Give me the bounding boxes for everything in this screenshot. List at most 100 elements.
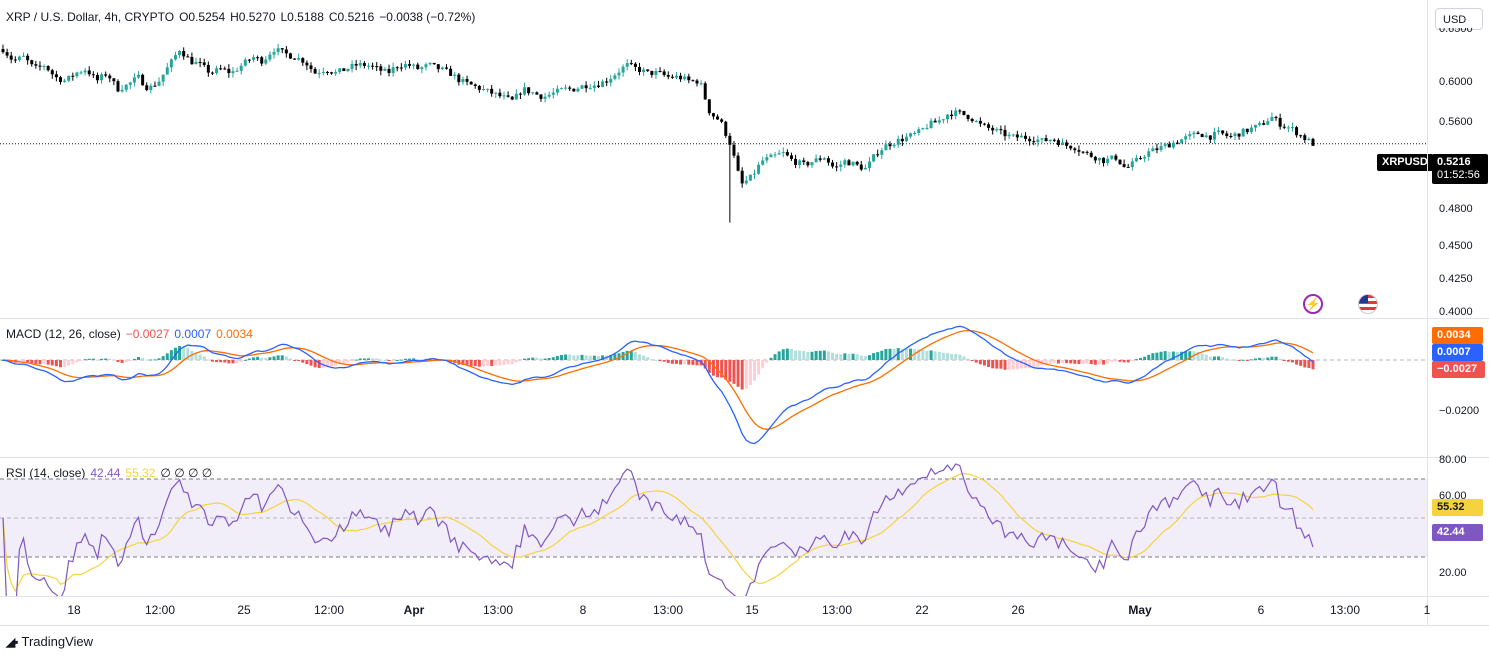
- candle-body: [325, 71, 329, 73]
- candle-body: [707, 99, 711, 114]
- macd-histogram-bar: [777, 351, 781, 360]
- candle-body: [399, 67, 403, 69]
- macd-histogram-bar: [412, 358, 416, 360]
- currency-button[interactable]: USD: [1435, 8, 1483, 30]
- candle-body: [1114, 155, 1118, 160]
- rsi-pane[interactable]: RSI (14, close) 42.44 55.32 ∅ ∅ ∅ ∅ 80.0…: [0, 454, 1489, 596]
- candle-body: [83, 70, 87, 73]
- candle-body: [71, 75, 75, 77]
- candle-body: [1003, 129, 1007, 137]
- candle-body: [1085, 151, 1089, 153]
- candle-body: [946, 114, 950, 120]
- candle-body: [1024, 135, 1028, 139]
- macd-histogram-bar: [276, 355, 280, 360]
- candle-body: [646, 69, 650, 71]
- candle-body: [683, 76, 687, 80]
- candle-body: [445, 67, 449, 69]
- macd-chart[interactable]: [0, 319, 1489, 457]
- candle-body: [867, 161, 871, 168]
- pane-divider[interactable]: [0, 457, 1489, 458]
- price-tick: 0.4500: [1439, 240, 1473, 252]
- candle-body: [674, 75, 678, 78]
- candle-body: [1180, 139, 1184, 144]
- macd-histogram-bar: [371, 358, 375, 360]
- price-chart[interactable]: [0, 0, 1489, 318]
- candle-body: [1167, 144, 1171, 148]
- macd-histogram-bar: [847, 353, 851, 360]
- candle-body: [420, 67, 424, 69]
- pane-divider[interactable]: [0, 318, 1489, 319]
- us-flag-icon[interactable]: [1358, 294, 1378, 314]
- macd-histogram-bar: [933, 351, 937, 360]
- macd-histogram-bar: [38, 360, 42, 365]
- candle-body: [100, 74, 104, 81]
- tradingview-logo-icon: ◢▪: [6, 634, 19, 649]
- candle-body: [1229, 135, 1233, 137]
- macd-histogram-bar: [646, 357, 650, 360]
- macd-histogram-bar: [859, 355, 863, 360]
- candle-body: [1073, 148, 1077, 151]
- macd-histogram-bar: [297, 360, 301, 362]
- macd-histogram-bar: [149, 359, 153, 361]
- macd-histogram-bar: [243, 359, 247, 361]
- macd-histogram-bar: [1015, 360, 1019, 370]
- candle-body: [527, 87, 531, 94]
- lightning-icon[interactable]: ⚡: [1303, 294, 1323, 314]
- candle-body: [120, 89, 124, 92]
- candle-body: [806, 162, 810, 166]
- time-tick: 13:00: [652, 603, 684, 617]
- macd-hist-value: −0.0027: [125, 327, 170, 341]
- macd-histogram-bar: [872, 353, 876, 360]
- macd-histogram-bar: [358, 358, 362, 360]
- macd-histogram-bar: [461, 360, 465, 365]
- macd-histogram-bar: [588, 355, 592, 360]
- candle-body: [190, 56, 194, 65]
- macd-histogram-bar: [1233, 359, 1237, 361]
- candle-body: [383, 68, 387, 71]
- macd-histogram-bar: [50, 360, 54, 366]
- candle-body: [1081, 151, 1085, 153]
- rsi-chart[interactable]: [0, 458, 1489, 596]
- macd-histogram-bar: [691, 360, 695, 365]
- candle-body: [978, 120, 982, 124]
- candle-body: [395, 67, 399, 69]
- candle-body: [428, 62, 432, 65]
- rsi-title[interactable]: RSI (14, close): [6, 466, 86, 480]
- price-pane[interactable]: XRP / U.S. Dollar, 4h, CRYPTO O0.5254 H0…: [0, 0, 1489, 318]
- candle-body: [46, 66, 50, 71]
- candle-body: [941, 119, 945, 121]
- macd-histogram-bar: [724, 360, 728, 380]
- candle-body: [810, 162, 814, 166]
- candle-body: [987, 124, 991, 128]
- macd-histogram-bar: [785, 348, 789, 360]
- macd-histogram-bar: [42, 360, 46, 365]
- macd-histogram-bar: [789, 348, 793, 360]
- macd-histogram-bar: [87, 358, 91, 360]
- symbol-title[interactable]: XRP / U.S. Dollar, 4h, CRYPTO: [6, 10, 175, 24]
- candle-body: [227, 68, 231, 74]
- macd-histogram-bar: [1307, 360, 1311, 368]
- macd-histogram-bar: [662, 360, 666, 362]
- candle-body: [1212, 131, 1216, 140]
- macd-histogram-bar: [802, 350, 806, 360]
- candle-body: [1221, 130, 1225, 134]
- macd-histogram-bar: [26, 360, 30, 363]
- macd-histogram-bar: [202, 356, 206, 360]
- footer[interactable]: ◢▪ TradingView: [6, 634, 93, 649]
- macd-histogram-bar: [1155, 352, 1159, 360]
- macd-title[interactable]: MACD (12, 26, close): [6, 327, 121, 341]
- candle-body: [243, 59, 247, 66]
- candle-body: [1118, 159, 1122, 165]
- candle-body: [186, 56, 190, 58]
- candle-body: [288, 53, 292, 59]
- candle-body: [391, 67, 395, 73]
- macd-histogram-bar: [1093, 360, 1097, 365]
- macd-pane[interactable]: MACD (12, 26, close) −0.0027 0.0007 0.00…: [0, 319, 1489, 457]
- candle-body: [260, 57, 264, 64]
- macd-histogram-bar: [161, 356, 165, 360]
- macd-histogram-bar: [1163, 351, 1167, 360]
- candle-body: [247, 59, 251, 61]
- candle-body: [128, 82, 132, 85]
- candle-body: [740, 170, 744, 184]
- candle-body: [633, 63, 637, 67]
